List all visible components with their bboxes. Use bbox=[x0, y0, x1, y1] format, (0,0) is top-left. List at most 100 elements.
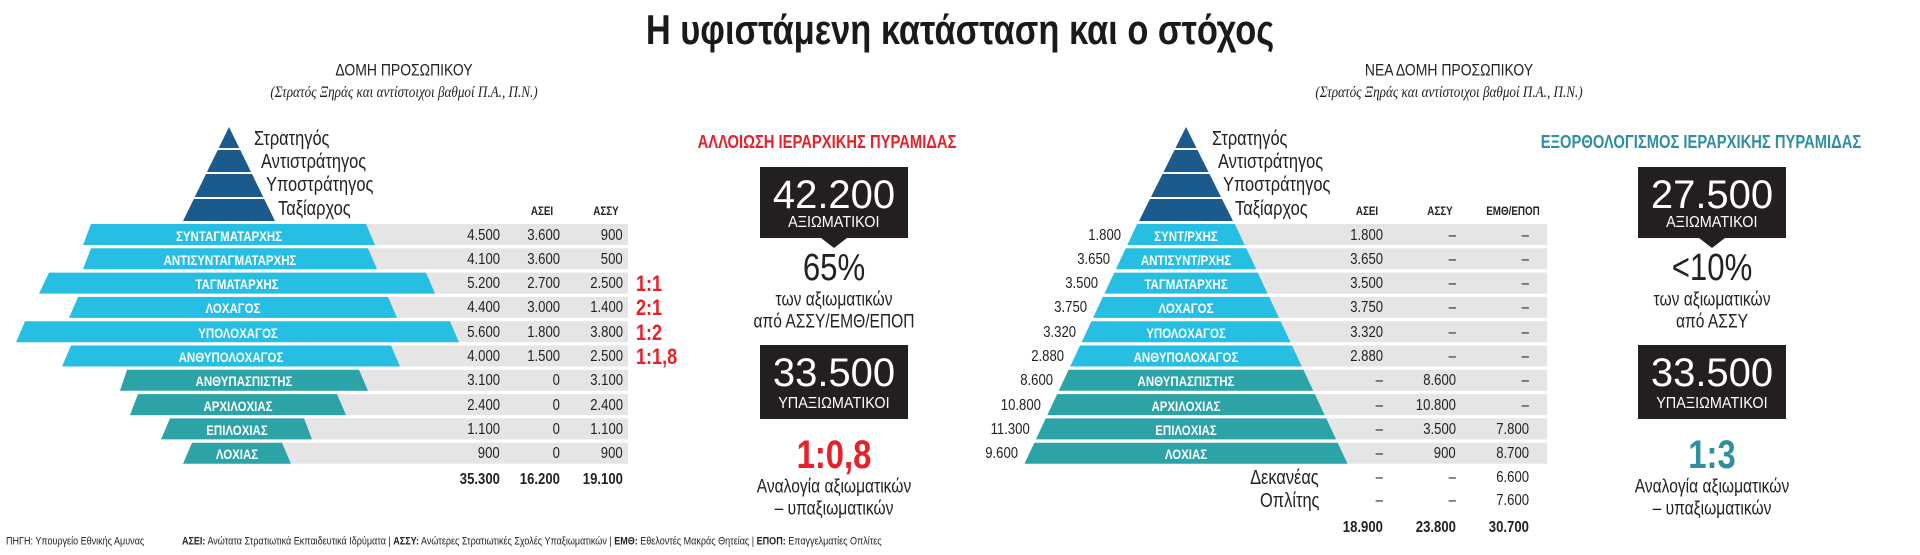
current-asei-value: 0 bbox=[551, 421, 560, 438]
current-total-value-text: 3.100 bbox=[467, 372, 500, 390]
current-general-band bbox=[194, 174, 264, 197]
target-general-rank-label: Ταξίαρχος bbox=[1235, 199, 1324, 219]
current-rank-bar bbox=[69, 296, 397, 318]
target-asei-value: 2.880 bbox=[1343, 349, 1383, 365]
current-rank-label-text: ΑΝΘΥΠΑΣΠΙΣΤΗΣ bbox=[195, 373, 293, 390]
current-rank-label: ΑΡΧΙΛΟΧΙΑΣ bbox=[196, 399, 280, 413]
target-total-value-text: 9.600 bbox=[985, 445, 1019, 463]
current-general-rank-label: Στρατηγός bbox=[254, 129, 346, 149]
target-assy-value: – bbox=[1447, 349, 1456, 365]
target-ncos-box-count: 33.500 bbox=[1650, 351, 1774, 395]
target-percent-caption-1: των αξιωματικών bbox=[1641, 291, 1784, 310]
target-total-value-text: 3.650 bbox=[1077, 250, 1110, 268]
current-rank-label-text: ΤΑΓΜΑΤΑΡΧΗΣ bbox=[195, 276, 279, 293]
current-asei-value-text: 1.500 bbox=[527, 348, 560, 365]
target-structure-subtitle-text: (Στρατός Ξηράς και αντίστοιχοι βαθμοί Π.… bbox=[1315, 84, 1583, 101]
target-asei-value: – bbox=[1374, 493, 1383, 509]
target-emth-epop-value-text: 7.600 bbox=[1496, 492, 1529, 509]
current-percent-value-text: 65% bbox=[802, 247, 866, 289]
target-assy-value-text: – bbox=[1448, 492, 1456, 509]
target-assy-value: 900 bbox=[1429, 446, 1456, 462]
target-ratio-caption-2-text: – υπαξιωματικών bbox=[1652, 498, 1772, 520]
target-panel-title: ΕΞΟΡΘΟΛΟΓΙΣΜΟΣ ΙΕΡΑΡΧΙΚΗΣ ΠΥΡΑΜΙΔΑΣ bbox=[1506, 133, 1897, 151]
current-structure-header-text: ΔΟΜΗ ΠΡΟΣΩΠΙΚΟΥ bbox=[335, 60, 473, 80]
target-assy-value: – bbox=[1447, 276, 1456, 292]
current-general-rank-label-text: Ταξίαρχος bbox=[278, 198, 351, 220]
target-emth-epop-value-text: – bbox=[1521, 226, 1529, 244]
target-general-rank-label-text: Αντιστράτηγος bbox=[1218, 151, 1324, 173]
current-ratio-label: 2:1 bbox=[636, 297, 668, 319]
target-total-value-text: 3.750 bbox=[1054, 299, 1087, 317]
target-assy-value: – bbox=[1447, 227, 1456, 244]
target-percent-caption-2: από ΑΣΣΥ bbox=[1668, 313, 1756, 332]
current-rank-bar bbox=[183, 442, 291, 464]
current-assy-value-text: 2.500 bbox=[590, 275, 623, 293]
current-assy-value-text: 900 bbox=[601, 226, 623, 244]
current-total-value-text: 4.100 bbox=[467, 250, 500, 268]
current-percent-caption-1: των αξιωματικών bbox=[763, 291, 906, 310]
current-row-background bbox=[229, 442, 628, 464]
target-assy-sum: 23.800 bbox=[1407, 520, 1456, 536]
target-emth-epop-value-text: 7.800 bbox=[1496, 420, 1529, 438]
current-general-rank-label-text: Αντιστράτηγος bbox=[261, 151, 367, 173]
current-total-value: 5.200 bbox=[460, 276, 500, 292]
current-percent-caption-1-text: των αξιωματικών bbox=[775, 289, 893, 311]
current-officers-box-label-text: ΑΞΙΩΜΑΤΙΚΟΙ bbox=[788, 214, 880, 231]
current-total-value-text: 4.500 bbox=[467, 226, 500, 244]
target-general-band bbox=[1163, 150, 1209, 172]
target-assy-value: – bbox=[1447, 470, 1456, 486]
target-emth-epop-value-text: – bbox=[1521, 396, 1529, 414]
target-emth-epop-value: – bbox=[1520, 396, 1529, 414]
main-title-text: Η υφιστάμενη κατάσταση και ο στόχος bbox=[645, 6, 1275, 53]
current-total-value: 5.600 bbox=[460, 323, 500, 341]
current-rank-bar bbox=[161, 418, 312, 440]
current-general-band bbox=[206, 150, 252, 172]
current-total-value-text: 5.600 bbox=[467, 323, 500, 341]
target-structure-header-text: ΝΕΑ ΔΟΜΗ ΠΡΟΣΩΠΙΚΟΥ bbox=[1364, 60, 1534, 80]
current-ncos-box-count: 33.500 bbox=[772, 351, 896, 395]
target-asei-value: 1.800 bbox=[1343, 227, 1383, 244]
current-percent-caption-2: από ΑΣΣΥ/ΕΜΘ/ΕΠΟΠ bbox=[736, 313, 932, 332]
current-asei-value-text: 3.600 bbox=[527, 226, 560, 244]
target-general-band bbox=[1139, 199, 1233, 221]
target-total-value-text: 11.300 bbox=[990, 420, 1030, 438]
target-total-value: 3.650 bbox=[1070, 250, 1110, 268]
target-rank-bar bbox=[1104, 272, 1268, 294]
current-rank-label: ΤΑΓΜΑΤΑΡΧΗΣ bbox=[186, 277, 287, 291]
target-rank-bar bbox=[1127, 224, 1245, 245]
target-emth-epop-value: – bbox=[1520, 373, 1529, 389]
target-asei-value-text: 3.500 bbox=[1350, 275, 1383, 293]
target-emth-epop-value-text: 6.600 bbox=[1496, 469, 1529, 486]
current-general-band bbox=[183, 199, 275, 221]
current-assy-sum: 19.100 bbox=[574, 472, 623, 488]
current-total-sum-text: 35.300 bbox=[459, 471, 500, 488]
target-emth-epop-value: – bbox=[1520, 324, 1529, 341]
current-officers-box-count: 42.200 bbox=[772, 173, 896, 217]
current-ncos-box-label: ΥΠΑΞΙΩΜΑΤΙΚΟΙ bbox=[760, 396, 908, 412]
target-row-background bbox=[1186, 224, 1547, 245]
current-total-value: 4.100 bbox=[460, 250, 500, 268]
target-total-value-text: 3.320 bbox=[1042, 323, 1076, 341]
current-general-rank-label-text: Υποστράτηγος bbox=[266, 174, 374, 196]
target-asei-sum-text: 18.900 bbox=[1342, 519, 1383, 536]
main-title: Η υφιστάμενη κατάσταση και ο στόχος bbox=[577, 9, 1343, 51]
target-emth-epop-value-text: – bbox=[1521, 348, 1529, 365]
current-ncos-box: 33.500 ΥΠΑΞΙΩΜΑΤΙΚΟΙ bbox=[760, 345, 908, 419]
current-rank-label: ΥΠΟΛΟΧΑΓΟΣ bbox=[189, 326, 286, 340]
target-emth-epop-value-text: 8.700 bbox=[1496, 445, 1529, 463]
current-asei-value-text: 3.000 bbox=[527, 299, 560, 317]
current-assy-value-text: 1.400 bbox=[590, 299, 623, 317]
target-assy-value: – bbox=[1447, 324, 1456, 341]
target-col-header-emth-epop-text: ΕΜΘ/ΕΠΟΠ bbox=[1486, 204, 1540, 218]
target-emth-epop-value: 8.700 bbox=[1489, 446, 1529, 462]
current-asei-value: 3.600 bbox=[520, 226, 560, 244]
target-total-value: 10.800 bbox=[992, 397, 1041, 414]
target-total-value: 9.600 bbox=[978, 445, 1019, 463]
target-rank-bar bbox=[1047, 394, 1325, 416]
target-asei-value: 3.750 bbox=[1343, 300, 1383, 316]
current-general-rank-label: Αντιστράτηγος bbox=[261, 152, 389, 172]
current-assy-value-text: 1.100 bbox=[590, 420, 623, 438]
target-total-value-text: 3.500 bbox=[1065, 275, 1099, 293]
current-total-value-text: 5.200 bbox=[467, 275, 500, 293]
